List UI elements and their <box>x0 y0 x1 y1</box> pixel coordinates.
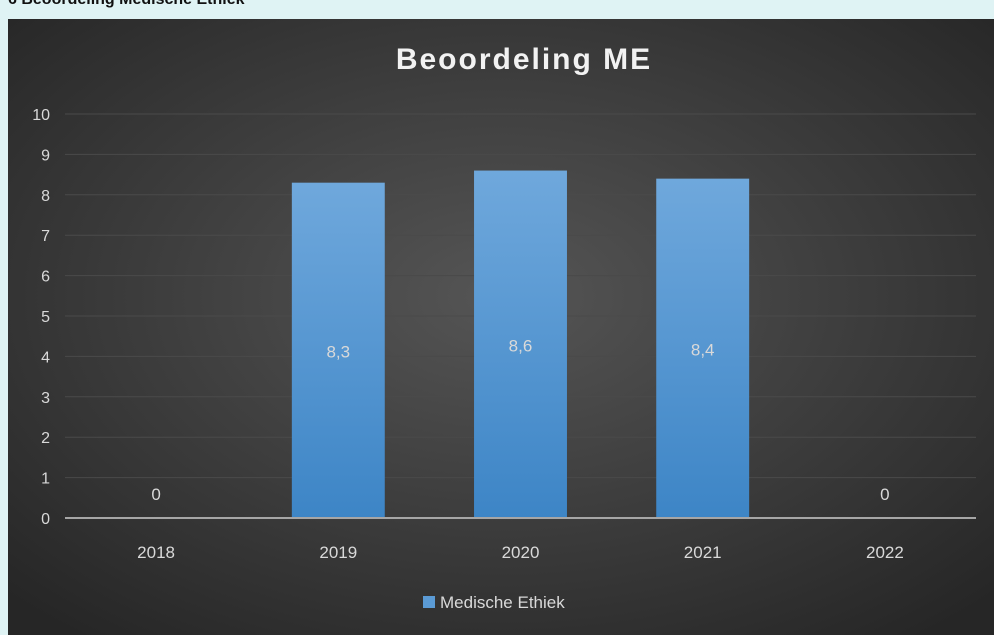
chart-title: Beoordeling ME <box>396 43 652 76</box>
x-tick-label: 2018 <box>137 543 175 562</box>
data-label: 0 <box>880 485 889 504</box>
x-tick-label: 2022 <box>866 543 904 562</box>
x-tick-label: 2020 <box>502 543 540 562</box>
data-label: 0 <box>151 485 160 504</box>
x-tick-label: 2021 <box>684 543 722 562</box>
section-heading: 6 Beoordeling Medische Ethiek <box>8 0 245 9</box>
bar-2019 <box>291 182 385 518</box>
y-tick-label: 3 <box>41 390 50 407</box>
data-label: 8,3 <box>326 342 350 361</box>
bar-2021 <box>656 178 750 518</box>
y-tick-label: 6 <box>41 269 50 286</box>
y-tick-label: 8 <box>41 188 50 205</box>
y-tick-label: 4 <box>41 349 50 366</box>
y-tick-label: 7 <box>41 228 50 245</box>
legend-label: Medische Ethiek <box>440 593 565 612</box>
y-tick-label: 10 <box>32 107 50 124</box>
bar-2020 <box>474 170 567 518</box>
x-tick-label: 2019 <box>319 543 357 562</box>
y-tick-label: 2 <box>41 430 50 447</box>
y-tick-label: 0 <box>41 511 50 528</box>
y-tick-label: 9 <box>41 147 50 164</box>
y-tick-label: 5 <box>41 309 50 326</box>
chart-area: Beoordeling ME 0 8,3 8,6 8,4 0 0 1 2 3 4 5 6 7 8 9 10 2… <box>8 19 994 635</box>
data-label: 8,6 <box>509 336 533 355</box>
data-label: 8,4 <box>691 340 715 359</box>
legend-swatch <box>423 596 435 608</box>
y-tick-label: 1 <box>41 471 50 488</box>
bar-chart: Beoordeling ME 0 8,3 8,6 8,4 0 0 1 2 3 4 5 6 7 8 9 10 2… <box>8 19 994 635</box>
